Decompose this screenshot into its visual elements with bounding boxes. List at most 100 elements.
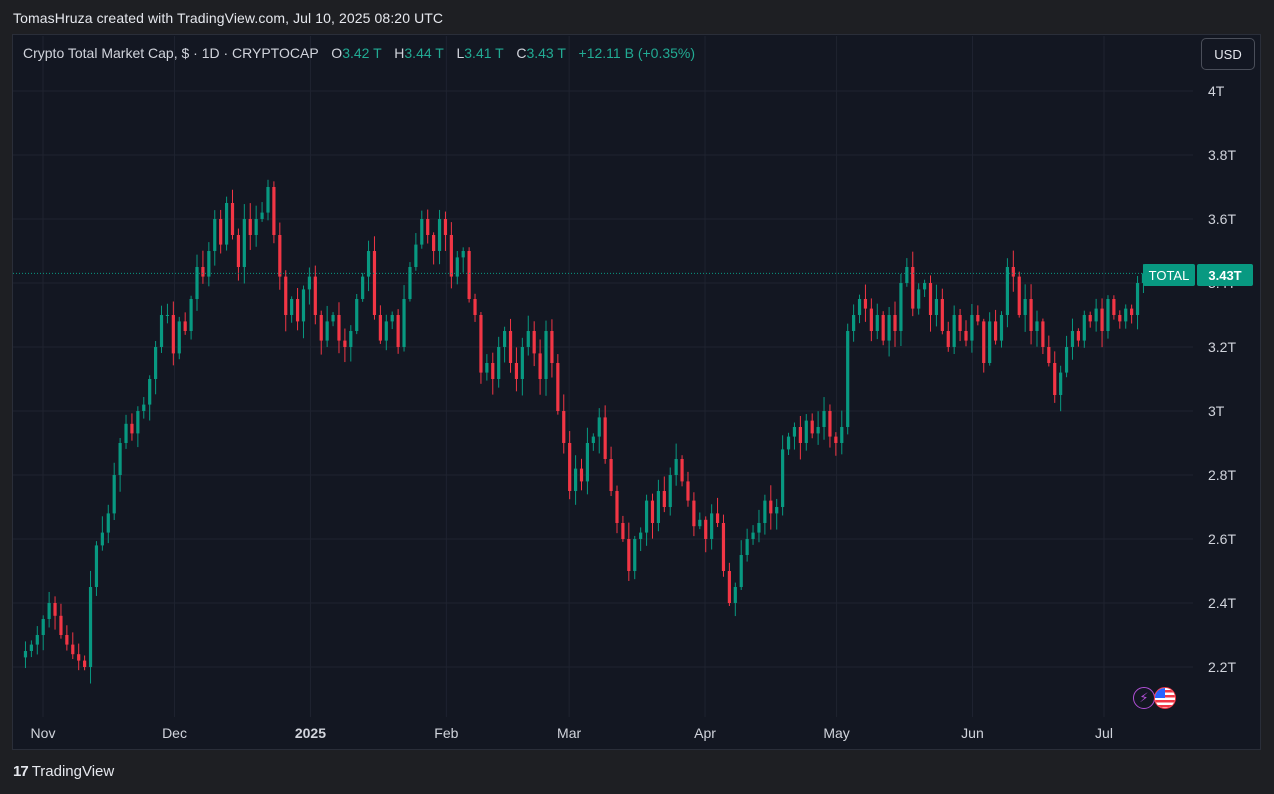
candle-body — [254, 219, 258, 235]
candle — [698, 512, 702, 530]
candle-body — [704, 519, 708, 539]
candle — [538, 339, 542, 395]
candle — [53, 596, 57, 630]
candle — [976, 305, 980, 326]
candle-body — [307, 276, 311, 290]
chart-frame[interactable] — [12, 34, 1261, 750]
candle-body — [171, 315, 175, 354]
candle — [71, 632, 75, 660]
candle-body — [402, 299, 406, 347]
candle-body — [514, 363, 519, 379]
candle — [384, 314, 388, 351]
candle-body — [112, 475, 116, 514]
candle — [922, 279, 927, 298]
candle — [993, 309, 998, 345]
candle-body — [130, 423, 134, 434]
lightning-bolt-icon[interactable]: ⚡ — [1133, 687, 1155, 709]
candle-body — [53, 603, 57, 616]
candle — [1100, 298, 1104, 348]
candle-body — [1088, 315, 1092, 322]
candle-body — [461, 251, 465, 258]
candle-body — [952, 315, 956, 347]
candle-body — [816, 427, 820, 434]
candle-body — [189, 299, 193, 331]
candle — [615, 485, 619, 534]
candle-body — [77, 654, 81, 661]
tradingview-logo[interactable]: 17 TradingView — [13, 763, 114, 780]
candle — [828, 404, 832, 448]
candle-body — [248, 219, 252, 235]
candle — [810, 413, 814, 439]
candle — [455, 250, 459, 285]
candle — [88, 570, 93, 684]
candle — [1053, 351, 1057, 403]
candle-body — [550, 331, 554, 363]
candle-body — [633, 539, 637, 571]
candle-body — [911, 267, 915, 309]
candle-body — [301, 289, 306, 322]
candle-body — [71, 644, 75, 655]
candle-body — [644, 500, 649, 533]
candle-body — [662, 491, 666, 507]
candle-body — [29, 644, 33, 651]
candle — [230, 189, 235, 240]
candle-body — [751, 532, 755, 539]
candle — [142, 396, 146, 419]
candle — [1070, 318, 1075, 360]
candle — [260, 202, 264, 222]
candle — [366, 240, 371, 292]
candle-body — [88, 587, 93, 667]
candle-body — [792, 427, 797, 437]
candle-body — [946, 331, 950, 347]
candle — [739, 540, 743, 590]
candle — [65, 625, 69, 651]
candle — [544, 320, 548, 396]
currency-button[interactable]: USD — [1201, 38, 1255, 70]
candle-body — [863, 299, 868, 309]
candle — [343, 328, 347, 363]
candle — [201, 250, 205, 284]
candle — [710, 504, 714, 550]
candle-body — [142, 404, 146, 411]
candle-body — [497, 347, 501, 379]
candle-body — [260, 212, 264, 219]
candle — [432, 232, 436, 265]
candle — [1029, 284, 1033, 345]
candle — [254, 205, 258, 247]
candle — [41, 615, 45, 651]
candle-body — [745, 539, 749, 555]
candle-body — [621, 523, 625, 539]
candle-body — [532, 331, 536, 354]
candle-body — [928, 283, 933, 315]
candle — [461, 247, 465, 273]
series-title: Crypto Total Market Cap, $ · 1D · CRYPTO… — [23, 45, 319, 61]
candle — [1059, 365, 1063, 412]
candle-body — [183, 321, 187, 331]
candle-body — [343, 340, 347, 347]
candle — [662, 476, 666, 513]
candle — [207, 242, 211, 287]
candle-body — [1047, 347, 1051, 363]
candle-body — [710, 513, 714, 539]
candle-body — [538, 353, 542, 379]
candle — [1017, 271, 1021, 318]
candle-body — [1059, 372, 1063, 395]
candle — [426, 209, 430, 244]
candle-body — [1112, 299, 1116, 315]
us-flag-icon[interactable] — [1154, 687, 1176, 709]
candle-body — [639, 532, 643, 539]
candle-body — [1100, 308, 1104, 331]
candle — [591, 433, 595, 451]
candle — [183, 312, 187, 335]
tradingview-mark-icon: 17 — [13, 763, 29, 780]
candle — [118, 437, 122, 492]
candle-body — [94, 545, 99, 587]
candle — [597, 408, 601, 454]
candle-body — [970, 315, 974, 341]
candle — [686, 471, 690, 507]
candle — [443, 211, 448, 251]
candle — [609, 446, 613, 496]
candle-body — [887, 315, 891, 341]
candle — [106, 504, 110, 544]
